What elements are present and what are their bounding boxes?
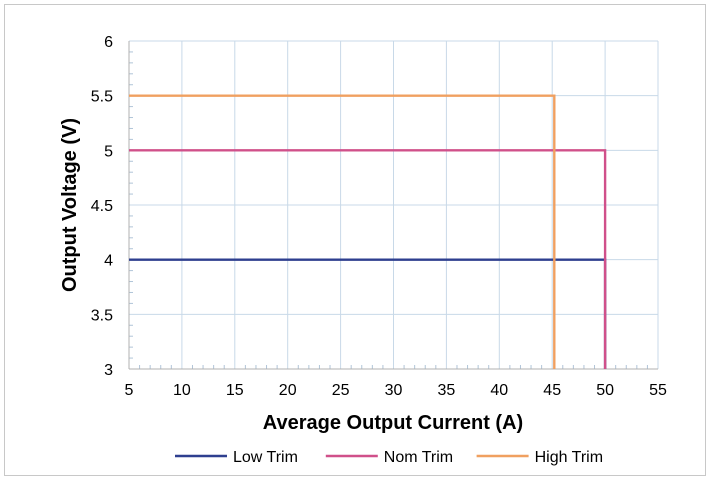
legend-label-low-trim: Low Trim [233,449,298,466]
y-tick-label: 5.5 [91,89,113,106]
y-tick-label: 5 [104,143,113,160]
y-tick-label: 6 [104,34,113,51]
x-tick-labels: 5 10 15 20 25 30 35 40 45 50 55 [125,382,667,399]
y-axis-title: Output Voltage (V) [59,118,81,292]
x-tick-label: 25 [332,382,350,399]
x-tick-label: 50 [596,382,614,399]
x-tick-label: 10 [173,382,191,399]
x-tick-label: 40 [490,382,508,399]
x-tick-label: 55 [649,382,667,399]
legend-label-high-trim: High Trim [535,449,603,466]
x-tick-label: 45 [543,382,561,399]
x-tick-label: 35 [438,382,456,399]
minor-ticks [129,51,648,369]
series-line-nom-trim [129,149,607,369]
x-tick-label: 15 [226,382,244,399]
legend: Low Trim Nom Trim High Trim [175,449,603,466]
series-layer [129,94,607,369]
legend-label-nom-trim: Nom Trim [384,449,453,466]
y-tick-label: 4 [104,253,113,270]
x-tick-label: 5 [125,382,134,399]
series-line-high-trim [129,94,556,369]
y-tick-label: 3.5 [91,307,113,324]
x-tick-label: 30 [385,382,403,399]
x-tick-label: 20 [279,382,297,399]
y-tick-label: 4.5 [91,198,113,215]
x-axis-title: Average Output Current (A) [263,412,523,434]
y-tick-labels: 3 3.5 4 4.5 5 5.5 6 [91,34,113,379]
y-tick-label: 3 [104,362,113,379]
